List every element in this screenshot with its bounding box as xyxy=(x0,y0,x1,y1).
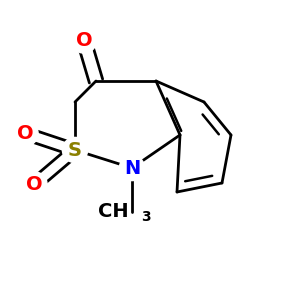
Text: O: O xyxy=(26,175,43,194)
Text: 3: 3 xyxy=(141,210,150,224)
Text: O: O xyxy=(76,31,92,50)
Circle shape xyxy=(22,172,47,197)
Text: O: O xyxy=(17,124,34,143)
Text: N: N xyxy=(124,158,140,178)
Circle shape xyxy=(13,121,38,146)
Text: S: S xyxy=(68,140,82,160)
Circle shape xyxy=(119,155,145,181)
Circle shape xyxy=(71,28,97,53)
Text: CH: CH xyxy=(98,202,129,221)
Circle shape xyxy=(62,137,88,163)
